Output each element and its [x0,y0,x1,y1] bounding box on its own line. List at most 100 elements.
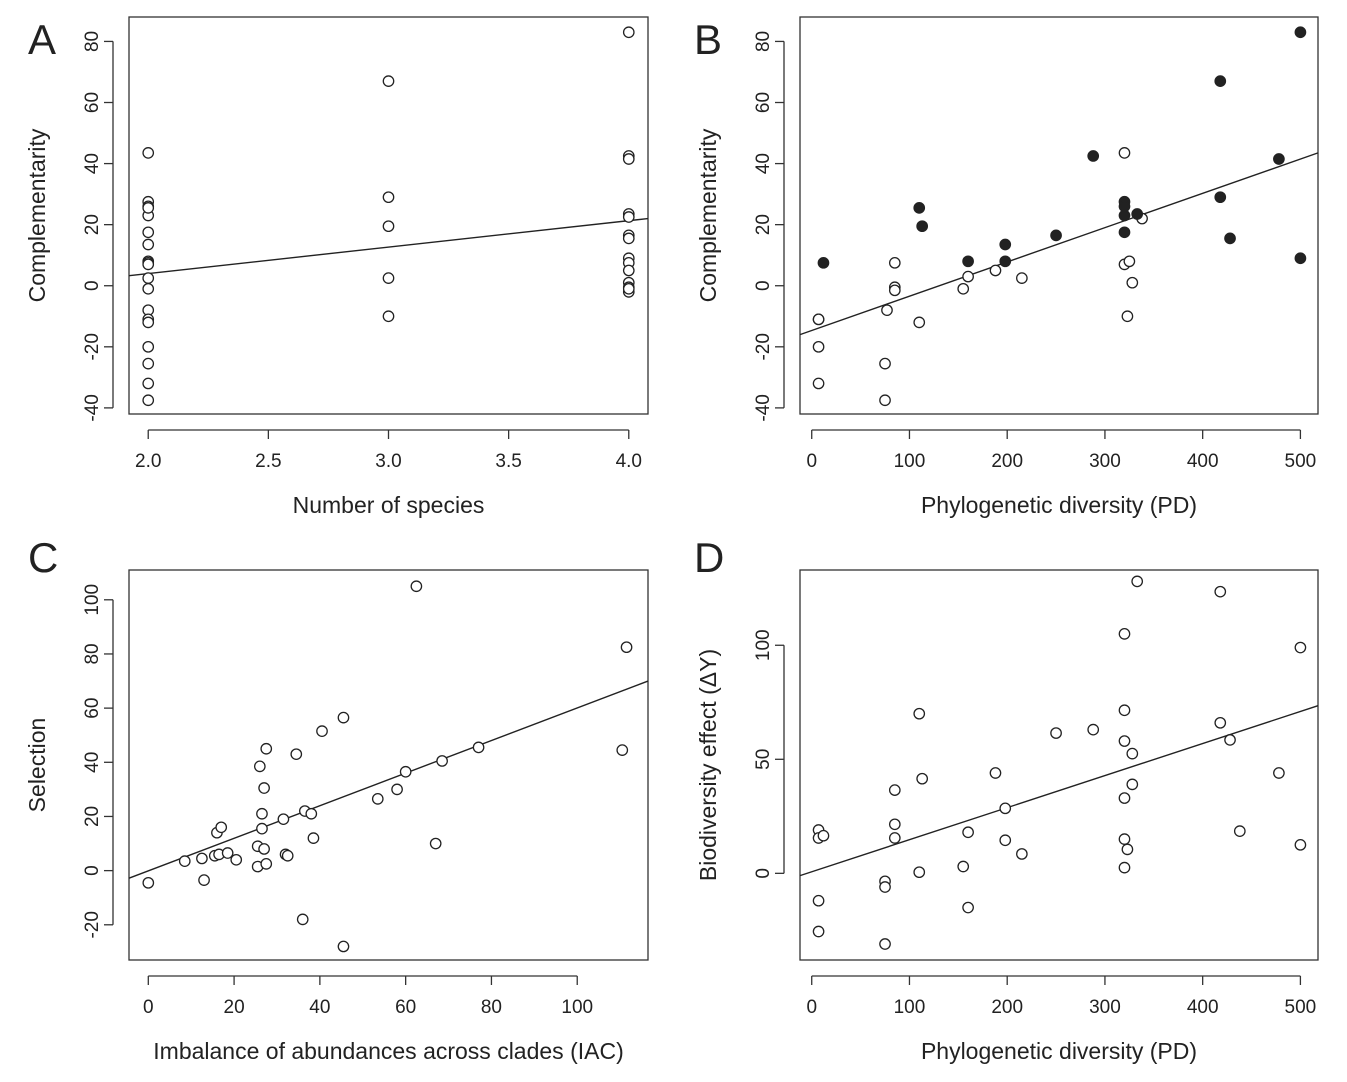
panel-d-open-point [1118,861,1131,874]
panel-d-open-point [812,925,825,938]
panel-d-open-point [1118,792,1131,804]
panel-c-y-tick-label: -20 [82,911,103,938]
panel-d-open-point [1118,628,1131,640]
panel-b-filled-point [1118,226,1131,239]
panel-c-x-tick-label: 40 [309,997,330,1018]
panel-c-open-point [616,744,629,756]
panel-b-filled-point [962,255,974,268]
panel-c-open-point [253,760,266,773]
panel-c-x-tick-label: 80 [481,997,502,1018]
panel-c-open-point [436,755,448,767]
panel-c-x-tick-label: 60 [395,997,416,1018]
panel-d-open-point [1126,747,1139,760]
panel-a-x-tick-label: 2.0 [135,451,161,472]
panel-c-y-tick-label: 60 [82,698,103,719]
panel-b-y-tick-label: 0 [753,280,774,291]
panel-c-open-point [258,782,270,794]
panel-d-open-point [999,834,1012,847]
panel-a-open-point [382,272,395,284]
panel-b-filled-point [1087,150,1100,162]
panel-a-x-tick-label: 4.0 [616,451,642,472]
panel-d-open-point [989,767,1002,779]
panel-a-open-point [622,264,635,277]
panel-a-open-point [382,191,395,204]
panel-d-open-point [957,860,970,873]
panel-b-x-tick-label: 100 [894,451,926,472]
panel-d-x-tick-label: 500 [1285,997,1317,1018]
panel-b-filled-point [1214,191,1227,204]
panel-a-open-point [142,394,155,407]
panel-c-y-tick-label: 20 [82,806,103,827]
panel-c-open-point [620,641,633,654]
panel-d-y-tick-label: 50 [753,749,774,770]
panel-a-open-point [142,316,155,329]
panel-a-y-tick-label: 80 [82,31,103,52]
panel-a-open-point [142,147,155,159]
panel-letter-a: A [28,16,56,63]
panel-b-filled-point [916,220,929,233]
panel-c-y-axis-label: Selection [24,718,50,813]
panel-c-open-point [296,913,309,926]
panel-d-x-tick-label: 0 [806,997,817,1018]
panel-c-y-tick-label: 0 [82,865,103,876]
panel-a-fit-line [128,217,649,277]
panel-c-open-point [256,822,268,835]
panel-d-open-point [913,707,926,720]
panel-b-filled-point [1118,209,1131,222]
panel-a: A 2.0 2.5 3.0 3.5 4.0 Number of species -40 -20… [24,16,649,518]
panel-b-filled-point [1273,153,1285,165]
panel-a-y-tick-label: 60 [82,92,103,113]
panel-a-x-tick-label: 3.5 [495,451,521,472]
panel-c-open-point [305,807,318,820]
panel-b-x-tick-label: 300 [1089,451,1121,472]
panel-a-plot-frame [128,16,649,415]
panel-c-x-tick-label: 20 [224,997,245,1018]
panel-c-plot-frame [128,569,649,961]
panel-b-x-tick-label: 200 [991,451,1023,472]
panel-b-filled-point [999,255,1012,268]
panel-b-open-point [1123,255,1136,268]
panel-d-open-point [1118,704,1131,717]
panel-d-open-point [1294,641,1307,654]
panel-b-filled-point [817,256,830,269]
panel-a-open-point [142,258,155,271]
panel-c: C 0 20 40 60 80 100 Imbalance of abundances ac… [24,534,649,1064]
panel-c-open-point [316,725,328,737]
panel-b-open-point [812,377,825,390]
panel-b-open-point [881,304,893,317]
panel-b-open-point [1126,276,1139,289]
panel-b-filled-point [999,238,1012,251]
panel-a-x-axis-label: Number of species [293,492,485,518]
panel-b-y-axis-label: Complementarity [695,128,721,302]
panel-a-y-tick-label: 40 [82,153,103,174]
panel-c-open-point [290,748,303,761]
panel-d-open-point [1224,734,1236,746]
panel-c-x-axis-label: Imbalance of abundances across clades (I… [153,1038,623,1064]
panel-c-open-point [337,940,350,953]
panel-d-open-point [1233,825,1246,837]
panel-d-open-point [879,938,891,950]
panel-c-open-point [142,876,155,889]
panel-b-x-tick-label: 500 [1285,451,1317,472]
panel-d-open-point [1294,838,1307,851]
panel-a-open-point [142,238,155,251]
panel-a-open-point [382,310,395,323]
panel-c-open-point [198,874,210,886]
panel-b-open-point [812,313,825,326]
panel-d-x-axis-label: Phylogenetic diversity (PD) [921,1038,1197,1064]
panel-b-y-tick-label: 60 [753,92,774,113]
panel-d-x-tick-label: 200 [991,997,1023,1018]
panel-b-fit-line [799,152,1319,336]
panel-a-y-tick-label: -40 [82,394,103,421]
panel-b-y-tick-label: -40 [753,394,774,421]
panel-b-open-point [888,284,901,297]
panel-c-open-point [410,580,423,593]
panel-d-y-axis-label: Biodiversity effect (ΔY) [695,649,721,881]
panel-letter-c: C [28,534,58,581]
panel-d-open-point [1118,833,1131,845]
panel-c-fit-line [128,680,649,879]
panel-b-open-point [812,340,825,353]
panel-b-open-point [879,357,891,370]
